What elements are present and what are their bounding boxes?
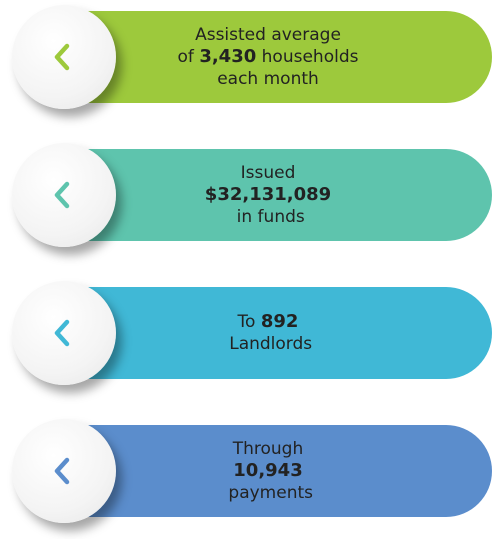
text-segment: in funds [231,207,305,227]
chevron [54,319,70,347]
banner [62,287,492,379]
banner [62,425,492,517]
text-segment: To [237,312,261,332]
chevron [54,43,70,71]
text-line: of 3,430 households [178,46,359,68]
highlight-number: 3,430 [199,46,257,67]
banner [62,149,492,241]
banner [62,11,492,103]
text-segment: Through [232,439,304,459]
arrow-button [12,5,116,109]
text-line: each month [217,68,319,90]
arrow-button [12,281,116,385]
text-line: payments [223,482,313,504]
banner-text: Assisted average of 3,430 households each … [118,11,418,103]
highlight-number: 10,943 [233,460,303,481]
chevron-icon [54,319,70,347]
text-segment: Assisted average [195,25,341,45]
text-segment: of [177,47,200,67]
text-line: Assisted average [195,24,341,46]
text-segment: each month [217,69,319,89]
arrow-button [12,143,116,247]
chevron [54,457,70,485]
chevron [54,181,70,209]
highlight-number: $32,131,089 [204,184,332,205]
arrow-button [12,419,116,523]
highlight-number: 892 [260,311,299,332]
text-segment: payments [223,483,313,503]
banner-text: Issued $32,131,089 in funds [118,149,418,241]
banner-text: To 892 Landlords [118,287,418,379]
text-line: To 892 [238,311,299,333]
text-segment: Issued [240,163,296,183]
text-line: in funds [231,206,305,228]
text-line: Issued [241,162,296,184]
text-line: $32,131,089 [205,184,331,206]
text-segment: Landlords [223,334,313,354]
text-line: Landlords [224,333,312,355]
banner-text: Through 10,943 payments [118,425,418,517]
text-line: 10,943 [233,460,302,482]
text-line: Through [233,438,304,460]
chevron-icon [54,457,70,485]
chevron-icon [54,181,70,209]
chevron-icon [54,43,70,71]
text-segment: households [256,47,359,67]
